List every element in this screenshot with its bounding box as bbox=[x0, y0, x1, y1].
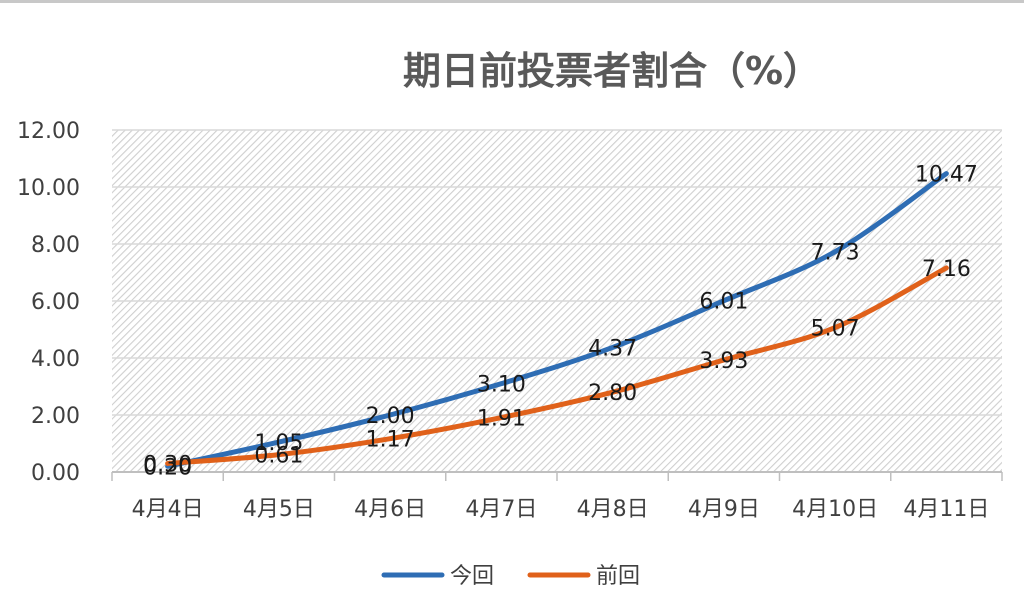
data-label: 0.61 bbox=[254, 444, 303, 469]
data-label: 5.07 bbox=[811, 317, 860, 342]
data-label: 0.20 bbox=[143, 455, 192, 480]
y-tick-label: 10.00 bbox=[17, 176, 80, 201]
data-label: 10.47 bbox=[915, 163, 978, 188]
x-tick-label: 4月8日 bbox=[577, 497, 649, 522]
legend: 今回 前回 bbox=[381, 564, 640, 589]
x-tick-label: 4月9日 bbox=[688, 497, 760, 522]
x-tick-label: 4月4日 bbox=[132, 497, 204, 522]
series-line-1 bbox=[165, 171, 949, 469]
x-tick-label: 4月7日 bbox=[465, 497, 537, 522]
top-border bbox=[0, 0, 1024, 3]
y-tick-label: 6.00 bbox=[31, 290, 80, 315]
y-tick-label: 0.00 bbox=[31, 461, 80, 486]
y-tick-label: 8.00 bbox=[31, 233, 80, 258]
data-label: 3.93 bbox=[699, 349, 748, 374]
y-tick-label: 12.00 bbox=[17, 119, 80, 144]
data-label: 7.16 bbox=[922, 257, 971, 282]
data-label: 1.05 bbox=[254, 431, 303, 456]
series-line-2 bbox=[165, 265, 949, 466]
x-tick-label: 4月10日 bbox=[792, 497, 878, 522]
data-label: 7.73 bbox=[811, 241, 860, 266]
legend-label: 前回 bbox=[596, 564, 640, 589]
data-label: 2.00 bbox=[366, 404, 415, 429]
x-tick-label: 4月5日 bbox=[243, 497, 315, 522]
data-label: 1.17 bbox=[366, 428, 415, 453]
data-labels: 0.20 1.05 2.00 3.10 4.37 6.01 7.73 10.47 0.30 0.6… bbox=[143, 163, 978, 481]
y-tick-label: 2.00 bbox=[31, 404, 80, 429]
x-tick-label: 4月6日 bbox=[354, 497, 426, 522]
chart-title: 期日前投票者割合（%） bbox=[403, 49, 821, 93]
data-label: 0.30 bbox=[143, 452, 192, 477]
legend-label: 今回 bbox=[450, 564, 494, 589]
x-tick-label: 4月11日 bbox=[903, 497, 989, 522]
data-label: 4.37 bbox=[588, 336, 637, 361]
y-tick-label: 4.00 bbox=[31, 347, 80, 372]
data-label: 3.10 bbox=[477, 373, 526, 398]
gridlines bbox=[112, 129, 1002, 416]
series-lines bbox=[165, 171, 949, 469]
data-label: 2.80 bbox=[588, 381, 637, 406]
axes: 0.00 2.00 4.00 6.00 8.00 10.00 12.00 4月4日 4月5日 4月… bbox=[17, 119, 1003, 522]
data-label: 6.01 bbox=[699, 290, 748, 315]
data-label: 1.91 bbox=[477, 407, 526, 432]
